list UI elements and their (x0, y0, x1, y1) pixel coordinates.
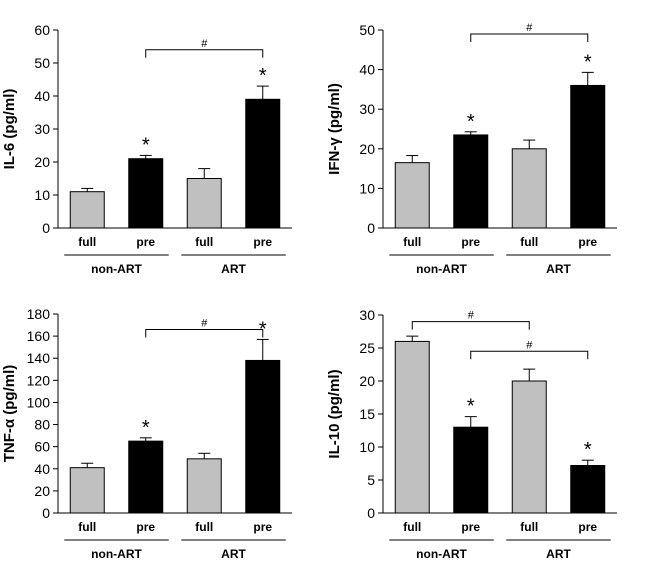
bar (570, 464, 606, 514)
y-tick-label: 15 (359, 406, 375, 422)
bar (186, 178, 222, 229)
bar (394, 162, 430, 229)
bracket-label: # (526, 339, 533, 351)
significance-bracket (470, 33, 589, 42)
y-axis-label: IL-10 (pg/ml) (326, 369, 343, 458)
x-tick-label: pre (461, 235, 480, 249)
bracket-label: # (201, 317, 208, 329)
group-label: ART (221, 262, 246, 276)
bar (570, 84, 606, 229)
y-axis-label: TNF-α (pg/ml) (1, 365, 18, 463)
x-tick-label: full (195, 520, 213, 534)
group-label: ART (546, 547, 571, 561)
x-tick-label: full (195, 235, 213, 249)
y-tick-label: 25 (359, 340, 375, 356)
y-axis-label: IFN-γ (pg/ml) (326, 83, 343, 175)
x-tick-label: pre (578, 235, 597, 249)
x-tick-label: full (403, 520, 421, 534)
y-tick-label: 120 (27, 372, 51, 388)
bar (128, 158, 164, 229)
bar (186, 458, 222, 514)
significance-bracket (470, 350, 589, 360)
significance-star: * (142, 134, 150, 156)
x-tick-label: pre (461, 520, 480, 534)
y-tick-label: 0 (367, 220, 375, 236)
significance-star: * (259, 65, 267, 87)
significance-bracket (145, 328, 264, 338)
x-tick-label: pre (136, 235, 155, 249)
y-tick-label: 160 (27, 328, 51, 344)
y-tick-label: 100 (27, 394, 51, 410)
chart-tnf-alpha: 0 20 40 60 80 100 120 140 160 180 TNF-α (pg/ml) ful… (1, 306, 292, 561)
y-tick-label: 5 (367, 472, 375, 488)
group-label: non-ART (91, 262, 142, 276)
y-tick-label: 30 (359, 101, 375, 117)
y-tick-label: 20 (359, 373, 375, 389)
group-label: non-ART (416, 262, 467, 276)
x-tick-label: full (78, 235, 96, 249)
x-tick-label: full (403, 235, 421, 249)
bar (453, 426, 489, 514)
bar (453, 134, 489, 229)
significance-bracket (145, 49, 264, 58)
significance-bracket (411, 321, 530, 330)
y-tick-label: 20 (359, 141, 375, 157)
y-tick-label: 10 (34, 187, 50, 203)
y-tick-label: 180 (27, 306, 51, 322)
x-tick-label: pre (578, 520, 597, 534)
y-tick-label: 40 (34, 461, 50, 477)
significance-star: * (584, 51, 592, 73)
y-tick-label: 0 (367, 505, 375, 521)
chart-il10: 0 5 10 15 20 25 30 IL-10 (pg/ml) full * pre full * pr… (326, 307, 617, 561)
bar (128, 440, 164, 514)
group-label: ART (221, 547, 246, 561)
bracket-label: # (201, 38, 208, 50)
bar (245, 98, 281, 229)
y-tick-label: 20 (34, 483, 50, 499)
group-label: non-ART (91, 547, 142, 561)
significance-star: * (467, 111, 475, 133)
y-tick-label: 140 (27, 350, 51, 366)
y-tick-label: 20 (34, 154, 50, 170)
y-tick-label: 50 (34, 55, 50, 71)
bracket-label: # (468, 310, 475, 322)
x-tick-label: full (78, 520, 96, 534)
significance-star: * (467, 396, 475, 418)
bracket-label: # (526, 22, 533, 34)
x-tick-label: full (520, 235, 538, 249)
y-axis-label: IL-6 (pg/ml) (1, 89, 18, 170)
group-label: non-ART (416, 547, 467, 561)
group-label: ART (546, 262, 571, 276)
bar (511, 148, 547, 229)
chart-il6: 0 10 20 30 40 50 60 IL-6 (pg/ml) full * pre full * pr… (1, 22, 292, 276)
y-tick-label: 30 (359, 307, 375, 323)
y-tick-label: 40 (359, 62, 375, 78)
bar (69, 467, 105, 514)
bar (394, 340, 430, 514)
x-tick-label: pre (253, 520, 272, 534)
y-tick-label: 0 (42, 505, 50, 521)
chart-ifn-gamma: 0 10 20 30 40 50 IFN-γ (pg/ml) full * pre full * pre… (326, 22, 617, 276)
y-tick-label: 80 (34, 417, 50, 433)
x-tick-label: full (520, 520, 538, 534)
bar (69, 191, 105, 229)
y-tick-label: 0 (42, 220, 50, 236)
y-tick-label: 60 (34, 22, 50, 38)
bar (511, 380, 547, 514)
y-tick-label: 60 (34, 439, 50, 455)
y-tick-label: 10 (359, 439, 375, 455)
x-tick-label: pre (253, 235, 272, 249)
bar (245, 359, 281, 514)
y-tick-label: 10 (359, 180, 375, 196)
significance-star: * (584, 439, 592, 461)
y-tick-label: 50 (359, 22, 375, 38)
y-tick-label: 30 (34, 121, 50, 137)
y-tick-label: 40 (34, 88, 50, 104)
x-tick-label: pre (136, 520, 155, 534)
significance-star: * (142, 417, 150, 439)
